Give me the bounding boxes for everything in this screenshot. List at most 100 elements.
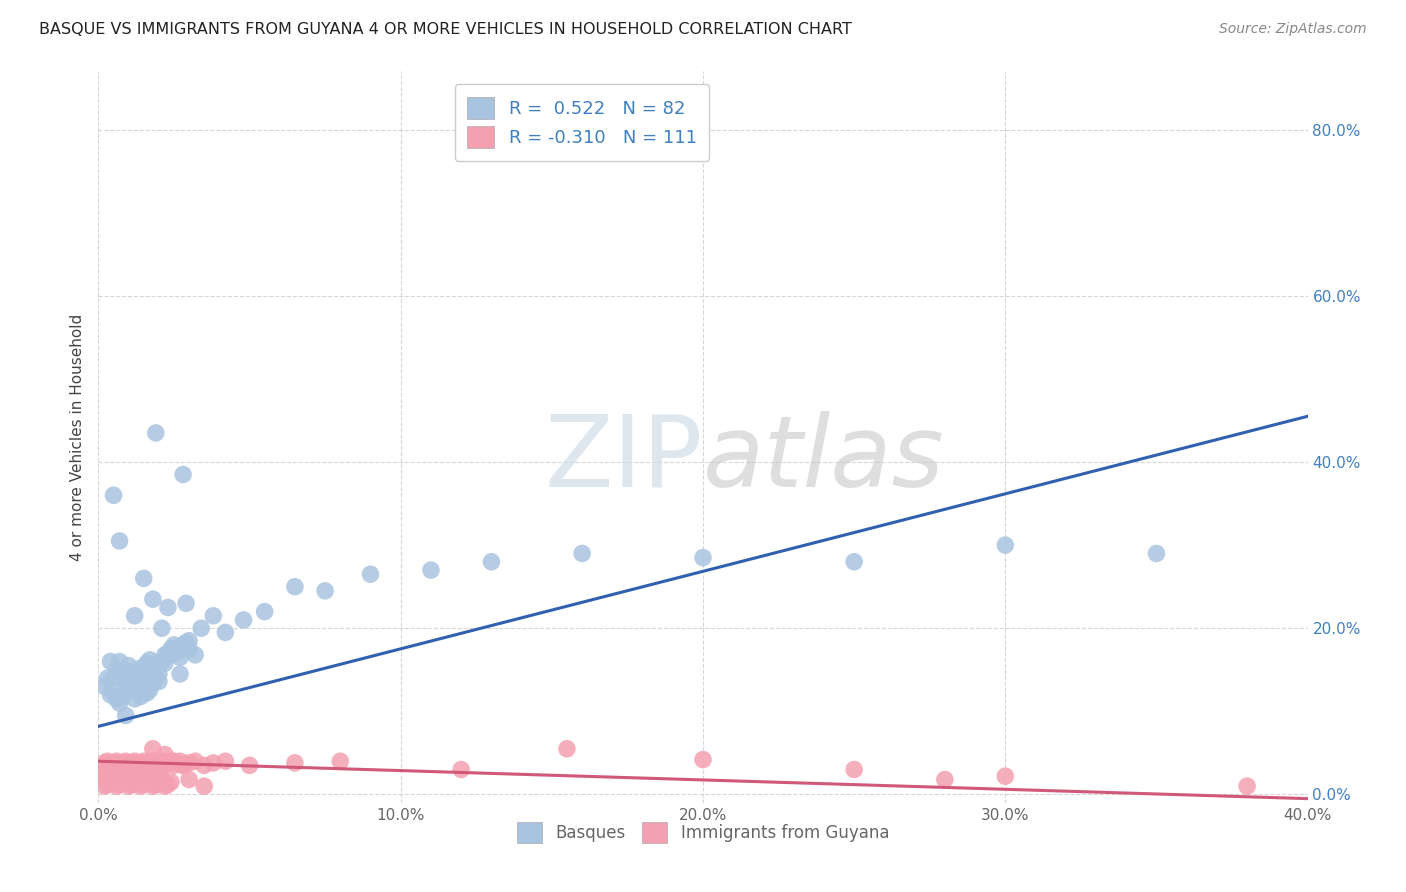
Point — [150, 761, 173, 775]
Point — [142, 779, 165, 793]
Point — [121, 665, 143, 679]
Point — [148, 775, 170, 789]
Point — [139, 756, 162, 770]
Point — [844, 555, 866, 569]
Point — [132, 754, 155, 768]
Point — [163, 754, 186, 768]
Point — [190, 621, 212, 635]
Point — [139, 653, 162, 667]
Point — [329, 754, 352, 768]
Point — [172, 467, 194, 482]
Point — [124, 754, 146, 768]
Point — [121, 756, 143, 770]
Point — [571, 546, 593, 560]
Point — [193, 779, 215, 793]
Point — [174, 635, 197, 649]
Point — [172, 758, 194, 772]
Point — [100, 775, 122, 789]
Point — [127, 765, 149, 780]
Point — [118, 681, 141, 695]
Point — [179, 756, 201, 770]
Point — [142, 769, 165, 783]
Point — [148, 756, 170, 770]
Point — [124, 608, 146, 623]
Point — [232, 613, 254, 627]
Point — [135, 758, 157, 772]
Point — [193, 758, 215, 772]
Point — [160, 648, 183, 662]
Point — [214, 754, 236, 768]
Point — [139, 682, 162, 697]
Point — [96, 771, 118, 785]
Point — [132, 667, 155, 681]
Point — [934, 772, 956, 787]
Point — [132, 778, 155, 792]
Point — [153, 758, 176, 772]
Point — [129, 779, 152, 793]
Point — [105, 754, 128, 768]
Point — [172, 638, 194, 652]
Point — [93, 756, 115, 770]
Point — [139, 772, 162, 787]
Point — [96, 754, 118, 768]
Point — [100, 688, 122, 702]
Point — [844, 763, 866, 777]
Point — [114, 686, 136, 700]
Point — [108, 655, 131, 669]
Point — [111, 690, 134, 704]
Point — [160, 775, 183, 789]
Point — [132, 766, 155, 780]
Point — [103, 488, 125, 502]
Point — [360, 567, 382, 582]
Point — [145, 778, 167, 792]
Point — [108, 758, 131, 772]
Point — [284, 580, 307, 594]
Point — [153, 747, 176, 762]
Point — [108, 771, 131, 785]
Point — [150, 772, 173, 787]
Point — [105, 769, 128, 783]
Point — [105, 663, 128, 677]
Point — [100, 764, 122, 779]
Point — [172, 640, 194, 654]
Point — [450, 763, 472, 777]
Point — [127, 673, 149, 687]
Point — [96, 671, 118, 685]
Point — [121, 778, 143, 792]
Point — [156, 646, 179, 660]
Point — [124, 761, 146, 775]
Point — [100, 758, 122, 772]
Point — [105, 765, 128, 780]
Point — [135, 775, 157, 789]
Point — [108, 778, 131, 792]
Point — [202, 756, 225, 770]
Point — [118, 758, 141, 772]
Point — [100, 766, 122, 780]
Point — [135, 764, 157, 779]
Point — [111, 756, 134, 770]
Point — [127, 683, 149, 698]
Point — [150, 655, 173, 669]
Point — [118, 769, 141, 783]
Point — [103, 671, 125, 685]
Point — [142, 592, 165, 607]
Point — [139, 772, 162, 787]
Point — [124, 766, 146, 780]
Point — [253, 605, 276, 619]
Point — [111, 763, 134, 777]
Point — [132, 771, 155, 785]
Point — [994, 769, 1017, 783]
Point — [118, 760, 141, 774]
Point — [148, 674, 170, 689]
Point — [114, 766, 136, 780]
Point — [129, 769, 152, 783]
Point — [156, 600, 179, 615]
Point — [127, 772, 149, 787]
Point — [284, 756, 307, 770]
Point — [145, 763, 167, 777]
Point — [169, 667, 191, 681]
Point — [111, 766, 134, 780]
Point — [124, 669, 146, 683]
Point — [160, 642, 183, 657]
Point — [103, 761, 125, 775]
